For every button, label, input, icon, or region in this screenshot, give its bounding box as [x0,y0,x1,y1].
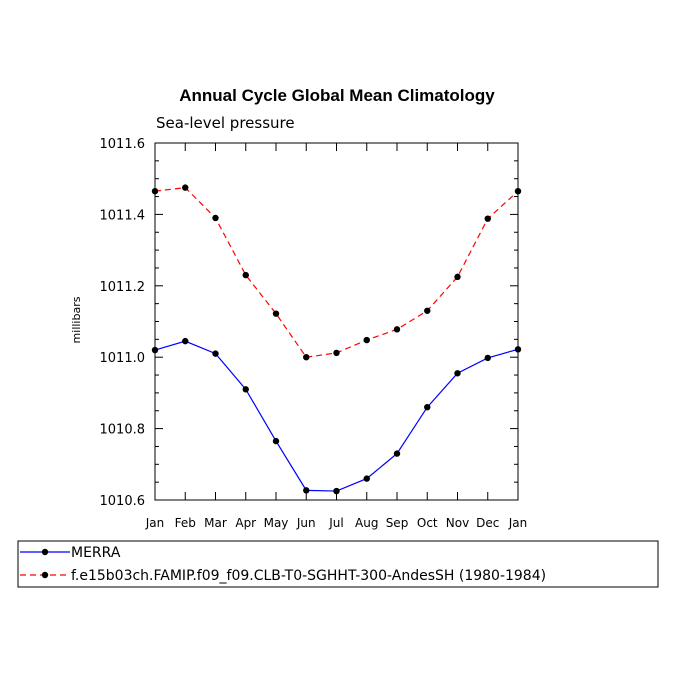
series-0-point [363,475,370,482]
x-tick-label: Oct [417,516,438,530]
x-tick-label: Mar [204,516,227,530]
x-tick-label: Apr [235,516,256,530]
chart-subtitle: Sea-level pressure [156,114,295,132]
y-tick-label: 1011.6 [100,137,146,152]
chart-title: Annual Cycle Global Mean Climatology [179,86,495,105]
x-tick-label: Jul [328,516,343,530]
x-tick-label: Aug [355,516,378,530]
x-tick-label: Dec [476,516,499,530]
series-0-point [514,346,522,353]
series-0-point [303,487,310,494]
series-0-point [182,337,189,345]
x-tick-label: Jan [145,516,165,530]
legend-label-1: f.e15b03ch.FAMIP.f09_f09.CLB-T0-SGHHT-30… [71,568,546,584]
y-tick-label: 1011.0 [100,351,146,366]
series-1-point [393,326,401,333]
series-0-point [272,437,280,445]
legend-marker-1 [41,571,49,579]
y-tick-label: 1011.2 [100,280,146,295]
series-0-point [484,354,491,362]
y-tick-label: 1010.8 [100,423,146,438]
series-0-point [242,386,249,393]
series-0-point [393,450,401,457]
x-tick-label: Feb [175,516,196,530]
x-tick-label: May [264,516,289,530]
series-0-point [333,487,340,495]
y-tick-label: 1011.4 [100,208,146,223]
series-1-point [424,307,431,314]
series-1-point [484,215,491,222]
series-1-point [242,271,249,279]
y-tick-label: 1010.6 [100,494,146,509]
x-tick-label: Sep [386,516,409,530]
legend-label-0: MERRA [71,545,121,561]
series-0-point [212,350,219,357]
series-1-point [514,187,522,195]
series-0-point [151,346,159,354]
series-1-point [303,354,310,361]
legend-marker-0 [41,548,49,556]
plot-area: 1010.6 1010.8 1011.0 1011.2 1011.4 1011.6 Jan F… [100,137,528,530]
legend-box [17,540,659,588]
series-1-point [151,187,159,195]
series-1-point [454,273,461,281]
x-tick-label: Jan [508,516,528,530]
series-0-point [424,403,431,411]
plot-frame [154,142,519,501]
series-1-point [212,214,219,222]
series-0-point [454,370,461,377]
legend: MERRA f.e15b03ch.FAMIP.f09_f09.CLB-T0-SGH… [17,540,659,588]
y-axis-label: millibars [70,296,83,343]
x-tick-label: Jun [296,516,316,530]
series-1-point [182,184,189,191]
series-1-point [363,336,370,344]
series-line-0 [154,340,519,492]
series-line-1 [154,186,519,358]
series-1-point [333,349,340,357]
series-1-point [272,310,280,317]
x-tick-label: Nov [446,516,469,530]
